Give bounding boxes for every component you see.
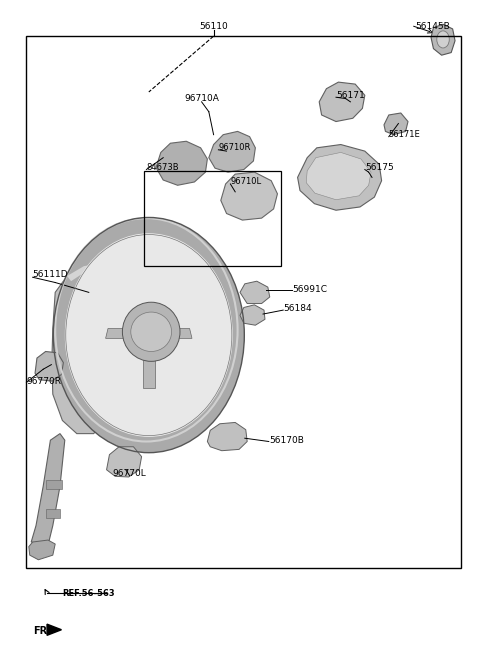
Polygon shape	[46, 480, 62, 489]
Polygon shape	[240, 305, 265, 325]
Text: 96710R: 96710R	[218, 143, 251, 152]
Text: 56171E: 56171E	[389, 130, 420, 139]
Text: 96770L: 96770L	[113, 468, 146, 478]
Polygon shape	[46, 509, 60, 518]
Bar	[26, 36, 461, 568]
Polygon shape	[31, 434, 65, 545]
Polygon shape	[221, 172, 277, 220]
Polygon shape	[207, 422, 247, 451]
Polygon shape	[47, 624, 61, 635]
Ellipse shape	[65, 233, 233, 437]
Text: 84673B: 84673B	[146, 163, 179, 172]
Polygon shape	[107, 447, 142, 477]
Text: 96770R: 96770R	[26, 376, 61, 386]
Text: 56110: 56110	[199, 22, 228, 31]
Text: 56111D: 56111D	[33, 270, 68, 279]
Polygon shape	[240, 281, 270, 304]
Polygon shape	[431, 24, 455, 55]
Text: 56145B: 56145B	[415, 22, 450, 31]
Circle shape	[437, 31, 449, 48]
Polygon shape	[158, 328, 192, 338]
Polygon shape	[67, 263, 144, 283]
Polygon shape	[306, 152, 371, 200]
Polygon shape	[106, 328, 139, 338]
Text: 56184: 56184	[283, 304, 312, 313]
Polygon shape	[156, 141, 207, 185]
Text: 96710L: 96710L	[230, 177, 262, 187]
Ellipse shape	[122, 302, 180, 361]
Bar	[144, 171, 281, 266]
Text: REF.56-563: REF.56-563	[62, 589, 115, 598]
Text: 56170B: 56170B	[269, 436, 304, 445]
Polygon shape	[298, 145, 382, 210]
Text: 56991C: 56991C	[292, 284, 327, 294]
Text: FR.: FR.	[33, 625, 51, 636]
Polygon shape	[384, 113, 408, 135]
Ellipse shape	[131, 312, 172, 351]
Polygon shape	[142, 276, 240, 374]
Polygon shape	[52, 263, 156, 434]
Polygon shape	[209, 131, 255, 172]
Polygon shape	[143, 342, 155, 388]
Polygon shape	[29, 540, 55, 560]
Text: 96710A: 96710A	[184, 94, 219, 103]
Polygon shape	[35, 351, 63, 381]
Text: 56171: 56171	[336, 91, 365, 100]
Ellipse shape	[53, 217, 244, 453]
Text: 56175: 56175	[365, 163, 394, 172]
Polygon shape	[319, 82, 365, 122]
